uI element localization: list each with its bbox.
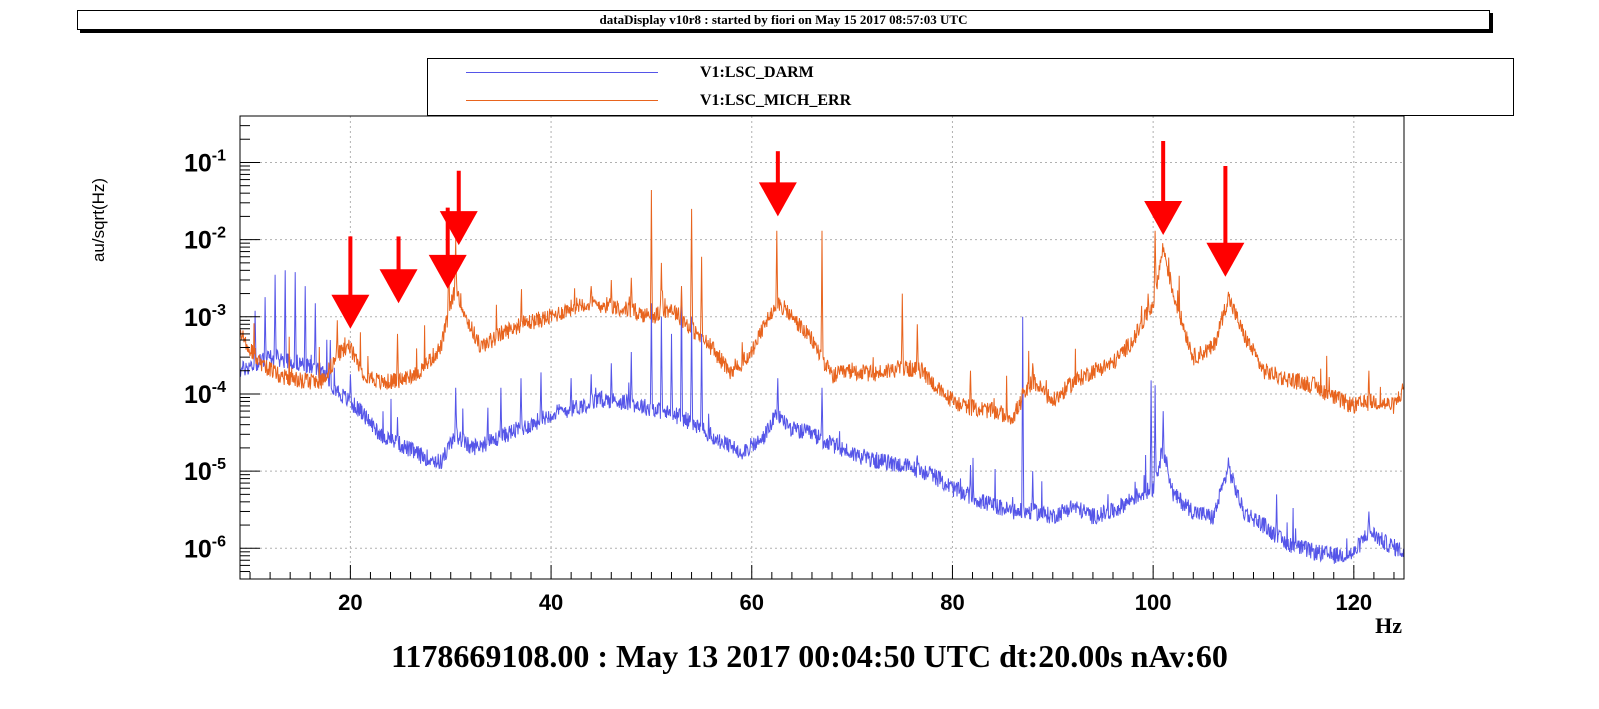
legend-swatch-mich xyxy=(466,100,658,101)
series-line-darm xyxy=(239,270,1405,564)
annotation-arrow xyxy=(439,170,478,246)
legend: V1:LSC_DARM V1:LSC_MICH_ERR xyxy=(427,58,1514,116)
x-tick-label: 60 xyxy=(740,590,764,615)
y-tick-label: 10-3 xyxy=(184,302,226,332)
series-layer xyxy=(239,189,1405,564)
y-tick-label: 10-1 xyxy=(184,147,226,177)
y-tick-label: 10-2 xyxy=(184,225,226,255)
footer-text: 1178669108.00 : May 13 2017 00:04:50 UTC… xyxy=(391,638,1228,674)
x-axis-label: Hz xyxy=(1375,613,1402,638)
x-tick-label: 20 xyxy=(338,590,362,615)
x-tick-label: 40 xyxy=(539,590,563,615)
title-box: dataDisplay v10r8 : started by fiori on … xyxy=(77,10,1490,30)
plot-frame xyxy=(239,115,1405,580)
annotation-arrow xyxy=(758,151,797,217)
x-tick-label: 80 xyxy=(940,590,964,615)
y-tick-label: 10-6 xyxy=(184,533,226,563)
annotation-arrow xyxy=(1206,165,1245,277)
x-tick-label: 100 xyxy=(1135,590,1172,615)
arrow-layer xyxy=(331,140,1245,329)
grid-layer xyxy=(240,116,1404,579)
annotation-arrow xyxy=(331,236,370,329)
axis-layer: 20 40 60 80 100 120 10-1 10-2 10-3 10-4 10-5 10-6 xyxy=(184,115,1395,615)
series-line-mich xyxy=(239,189,1405,425)
legend-swatch-darm xyxy=(466,72,658,73)
annotation-arrow xyxy=(1144,140,1183,235)
x-tick-label: 120 xyxy=(1335,590,1372,615)
legend-label-mich: V1:LSC_MICH_ERR xyxy=(700,92,852,109)
legend-item-darm: V1:LSC_DARM xyxy=(428,61,1513,85)
y-axis-label: au/sqrt(Hz) xyxy=(89,178,108,262)
legend-label-darm: V1:LSC_DARM xyxy=(700,64,814,81)
annotation-arrow xyxy=(379,236,418,304)
footer-timestamp: 1178669108.00 : May 13 2017 00:04:50 UTC… xyxy=(0,638,1599,675)
y-tick-label: 10-5 xyxy=(184,456,226,486)
y-tick-label: 10-4 xyxy=(184,379,226,409)
legend-item-mich: V1:LSC_MICH_ERR xyxy=(428,89,1513,113)
chart-title: dataDisplay v10r8 : started by fiori on … xyxy=(599,12,968,27)
